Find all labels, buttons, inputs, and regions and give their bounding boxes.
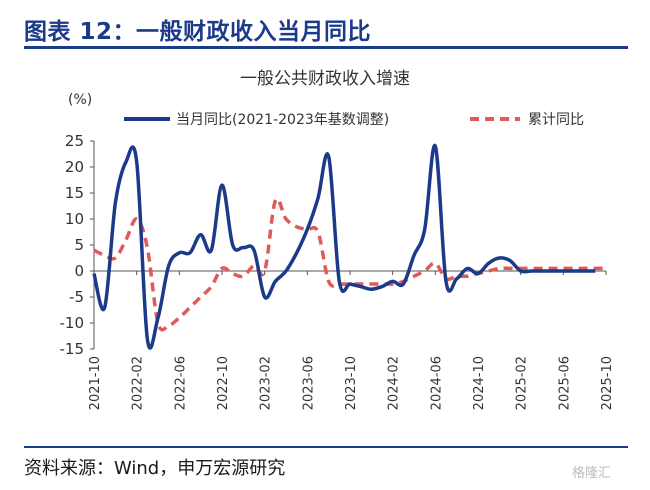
plot-area <box>92 144 606 350</box>
x-tick-label: 2023-02 <box>259 356 274 410</box>
x-tick-label: 2025-02 <box>515 356 530 410</box>
x-tick-label: 2024-06 <box>429 356 444 410</box>
y-unit-label: (%) <box>68 92 92 108</box>
y-tick-label: 5 <box>74 236 84 254</box>
y-tick-label: 10 <box>65 210 84 228</box>
series-line-cumulative <box>93 197 606 332</box>
y-tick-label: 20 <box>65 158 84 176</box>
chart-title: 一般公共财政收入增速 <box>240 69 410 89</box>
x-tick-label: 2024-10 <box>472 356 487 410</box>
y-tick-label: -10 <box>60 314 85 332</box>
legend: 当月同比(2021-2023年基数调整) 累计同比 <box>124 111 584 128</box>
y-tick-label: -15 <box>60 340 85 358</box>
series-line-monthly <box>92 144 596 350</box>
report-header: 图表 12：一般财政收入当月同比 <box>0 0 650 52</box>
legend-label-monthly: 当月同比(2021-2023年基数调整) <box>176 111 389 128</box>
figure-title: 图表 12：一般财政收入当月同比 <box>24 19 372 45</box>
x-tick-label: 2025-06 <box>557 356 572 410</box>
x-tick-label: 2022-02 <box>131 356 146 410</box>
legend-label-cumulative: 累计同比 <box>528 112 584 128</box>
y-tick-label: 15 <box>65 184 84 202</box>
x-tick-label: 2022-06 <box>173 356 188 410</box>
axes: -15 -10 -5 0 5 10 15 20 25 2021-10 2022-02 2022-06 2… <box>60 132 616 410</box>
header-divider <box>24 46 628 49</box>
y-tick-label: -5 <box>69 288 84 306</box>
x-tick-label: 2023-06 <box>301 356 316 410</box>
line-chart: 一般公共财政收入增速 (%) 当月同比(2021-2023年基数调整) 累计同比… <box>60 69 616 410</box>
x-tick-label: 2021-10 <box>88 356 103 410</box>
y-tick-label: 25 <box>65 132 84 150</box>
y-tick-label: 0 <box>74 262 84 280</box>
x-tick-label: 2022-10 <box>216 356 231 410</box>
x-tick-label: 2023-10 <box>344 356 359 410</box>
x-tick-label: 2024-02 <box>387 356 402 410</box>
footer-divider <box>24 446 628 448</box>
source-note: 资料来源：Wind，申万宏源研究 <box>24 458 286 479</box>
watermark-text: 格隆汇 <box>572 466 612 481</box>
x-tick-label: 2025-10 <box>600 356 615 410</box>
